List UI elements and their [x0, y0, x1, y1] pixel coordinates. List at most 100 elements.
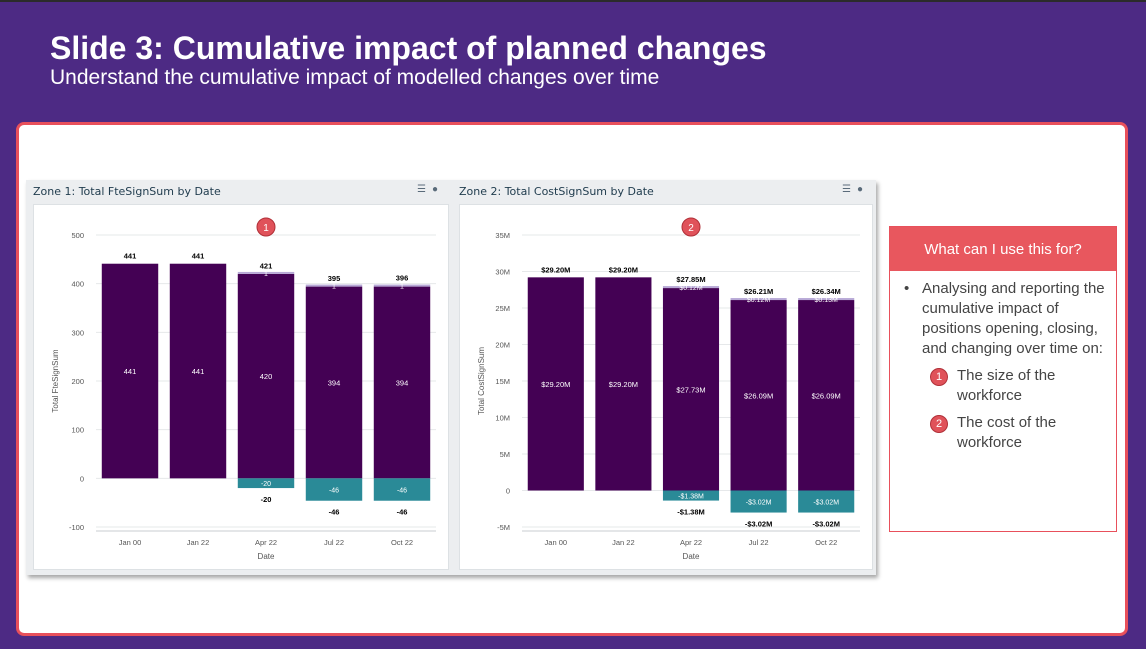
top-border	[0, 0, 1146, 2]
info-item: 2 The cost of the workforce	[930, 413, 1108, 453]
zone-2-tools: ☰ ●	[836, 184, 863, 195]
bar-base-label: 441	[192, 367, 205, 376]
total-positive-label: $26.21M	[744, 287, 773, 296]
bar-removed-label: -46	[329, 488, 339, 495]
bar-base	[662, 288, 720, 491]
x-tick-label: Jul 22	[324, 538, 344, 547]
x-tick-label: Apr 22	[255, 538, 277, 547]
total-positive-label: 441	[192, 252, 205, 261]
zone-1-tools: ☰ ●	[411, 184, 438, 195]
bar-added	[798, 298, 855, 301]
y-tick-label: 20M	[495, 341, 510, 350]
fte-chart: -100 0 100 200 300 400 500 1 441 441 Jan 00 441 441 J…	[51, 217, 436, 561]
palette-icon[interactable]: ●	[856, 184, 864, 195]
marker-badge-label: 1	[263, 223, 269, 234]
x-tick-label: Jul 22	[749, 538, 769, 547]
bar-base-label: 394	[328, 378, 341, 387]
y-tick-label: 10M	[495, 414, 510, 423]
y-tick-label: 0	[80, 474, 84, 483]
y-axis-title: Total FteSignSum	[51, 349, 60, 412]
bar-added	[237, 271, 295, 274]
total-positive-label: 396	[396, 274, 409, 283]
marker-badge	[256, 217, 276, 237]
bar-added	[662, 286, 720, 289]
bar-added-label: 1	[264, 271, 268, 278]
bar-base-label: 394	[396, 378, 409, 387]
bar-removed-label: -$3.02M	[813, 500, 839, 507]
y-tick-label: 15M	[495, 377, 510, 386]
bar-base-label: $29.20M	[609, 380, 638, 389]
x-axis-title: Date	[683, 552, 700, 561]
zone-2-title: Zone 2: Total CostSignSum by Date	[459, 185, 654, 198]
bar-base-label: $29.20M	[541, 380, 570, 389]
number-badge: 1	[930, 368, 948, 386]
total-positive-label: 395	[328, 274, 341, 283]
zone-1-panel: -100 0 100 200 300 400 500 1 441 441 Jan 00 441 441 J…	[33, 204, 449, 570]
total-positive-label: 441	[124, 252, 137, 261]
zone-1-title: Zone 1: Total FteSignSum by Date	[33, 185, 221, 198]
y-tick-label: 100	[71, 426, 84, 435]
bar-removed	[662, 490, 720, 501]
marker-badge	[681, 217, 701, 237]
bar-removed	[237, 478, 295, 489]
total-negative-label: -46	[397, 508, 408, 517]
y-tick-label: 400	[71, 280, 84, 289]
x-tick-label: Oct 22	[815, 538, 837, 547]
bar-added	[730, 298, 787, 301]
bar-base-label: 420	[260, 372, 273, 381]
total-negative-label: -$3.02M	[745, 520, 773, 529]
info-bullet-text: Analysing and reporting the cumulative i…	[922, 280, 1105, 357]
bar-base	[305, 286, 363, 479]
y-tick-label: 30M	[495, 268, 510, 277]
bar-base	[595, 277, 652, 491]
bar-added-label: 1	[400, 284, 404, 291]
y-tick-label: 35M	[495, 231, 510, 240]
x-tick-label: Jan 22	[612, 538, 635, 547]
bar-removed	[373, 478, 431, 501]
bar-base	[798, 300, 855, 491]
bar-base-label: $26.09M	[812, 391, 841, 400]
palette-icon[interactable]: ●	[431, 184, 439, 195]
bar-removed	[798, 490, 855, 513]
total-negative-label: -20	[261, 495, 272, 504]
marker-badge-label: 2	[688, 223, 694, 234]
y-tick-label: 200	[71, 377, 84, 386]
bar-added-label: 1	[332, 284, 336, 291]
y-tick-label: 25M	[495, 304, 510, 313]
total-negative-label: -$3.02M	[812, 520, 840, 529]
total-negative-label: -$1.38M	[677, 508, 705, 517]
y-tick-label: 500	[71, 231, 84, 240]
bar-base	[730, 300, 787, 491]
x-tick-label: Jan 00	[545, 538, 568, 547]
y-tick-label: -5M	[497, 523, 510, 532]
total-negative-label: -46	[329, 508, 340, 517]
bar-removed-label: -$3.02M	[746, 500, 772, 507]
cost-chart: -5M 0 5M 10M 15M 20M 25M 30M 35M 2 $29.20M $29.20M J…	[477, 217, 860, 561]
total-positive-label: 421	[260, 261, 273, 270]
bar-base	[373, 286, 431, 479]
bar-removed-label: -46	[397, 488, 407, 495]
info-item-text: The size of the workforce	[957, 367, 1056, 404]
y-tick-label: 300	[71, 328, 84, 337]
x-axis-title: Date	[258, 552, 275, 561]
total-positive-label: $27.85M	[676, 275, 705, 284]
x-tick-label: Jan 22	[187, 538, 210, 547]
bar-added-label: $0.12M	[747, 297, 771, 304]
x-tick-label: Apr 22	[680, 538, 702, 547]
y-axis-title: Total CostSignSum	[477, 347, 486, 415]
bar-base-label: $27.73M	[676, 385, 705, 394]
total-positive-label: $29.20M	[541, 265, 570, 274]
bar-added-label: $0.12M	[679, 285, 703, 292]
x-tick-label: Jan 00	[119, 538, 142, 547]
total-positive-label: $26.34M	[812, 287, 841, 296]
bar-base	[527, 277, 584, 491]
y-tick-label: 0	[506, 487, 510, 496]
bar-removed	[305, 478, 363, 501]
bar-added	[305, 284, 363, 287]
list-icon[interactable]: ☰	[417, 184, 426, 195]
bar-added-label: $0.13M	[815, 297, 839, 304]
list-icon[interactable]: ☰	[842, 184, 851, 195]
total-positive-label: $29.20M	[609, 265, 638, 274]
dashboard: Zone 1: Total FteSignSum by Date ☰ ● Zone…	[26, 180, 876, 575]
info-item-text: The cost of the workforce	[957, 414, 1057, 451]
